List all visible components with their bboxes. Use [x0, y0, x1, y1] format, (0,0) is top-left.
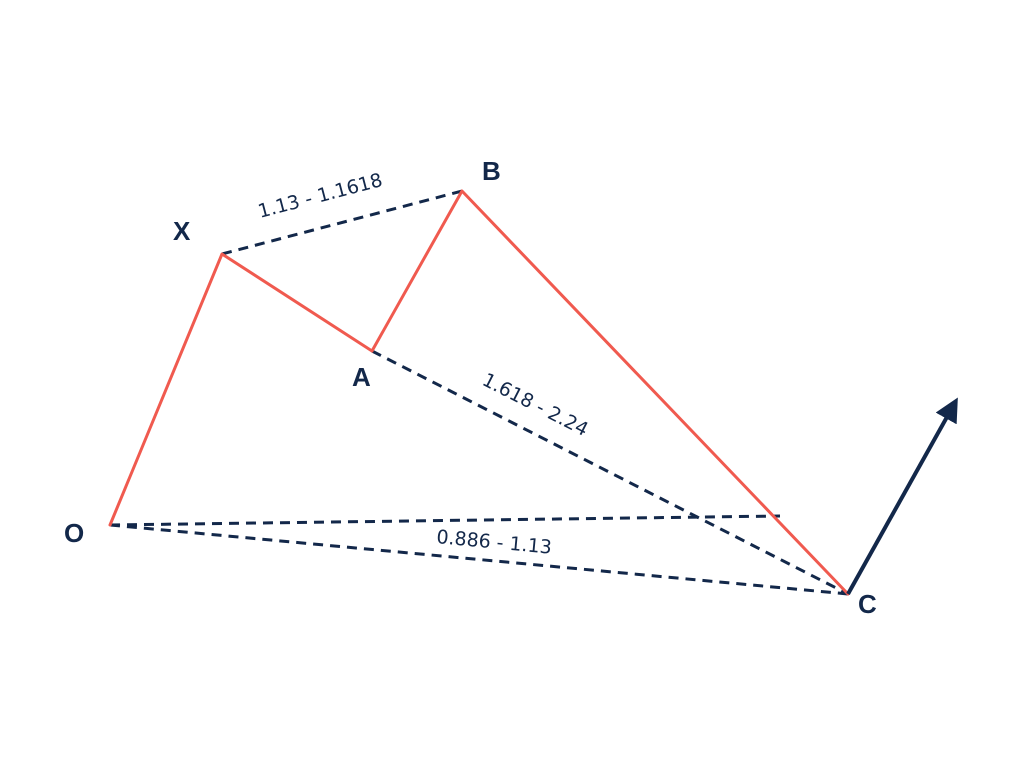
ratio-label-xb: 1.13 - 1.1618 — [256, 169, 385, 223]
point-label-a: A — [352, 362, 371, 392]
point-label-x: X — [173, 216, 191, 246]
arrow-up-right-icon — [846, 397, 958, 595]
point-label-c: C — [858, 589, 877, 619]
dashed-lines — [109, 189, 849, 596]
dashed-line-ac — [371, 349, 849, 596]
ratio-label-oc: 0.886 - 1.13 — [436, 526, 553, 559]
dashed-line-oc — [109, 523, 849, 596]
leg-path-oxabc — [108, 189, 850, 596]
pattern-legs — [108, 189, 850, 596]
point-label-b: B — [482, 156, 501, 186]
dashed-line-xb — [221, 189, 463, 256]
dashed-line-o-upper — [109, 514, 781, 527]
point-label-o: O — [64, 518, 84, 548]
ratio-label-ac: 1.618 - 2.24 — [479, 369, 592, 441]
